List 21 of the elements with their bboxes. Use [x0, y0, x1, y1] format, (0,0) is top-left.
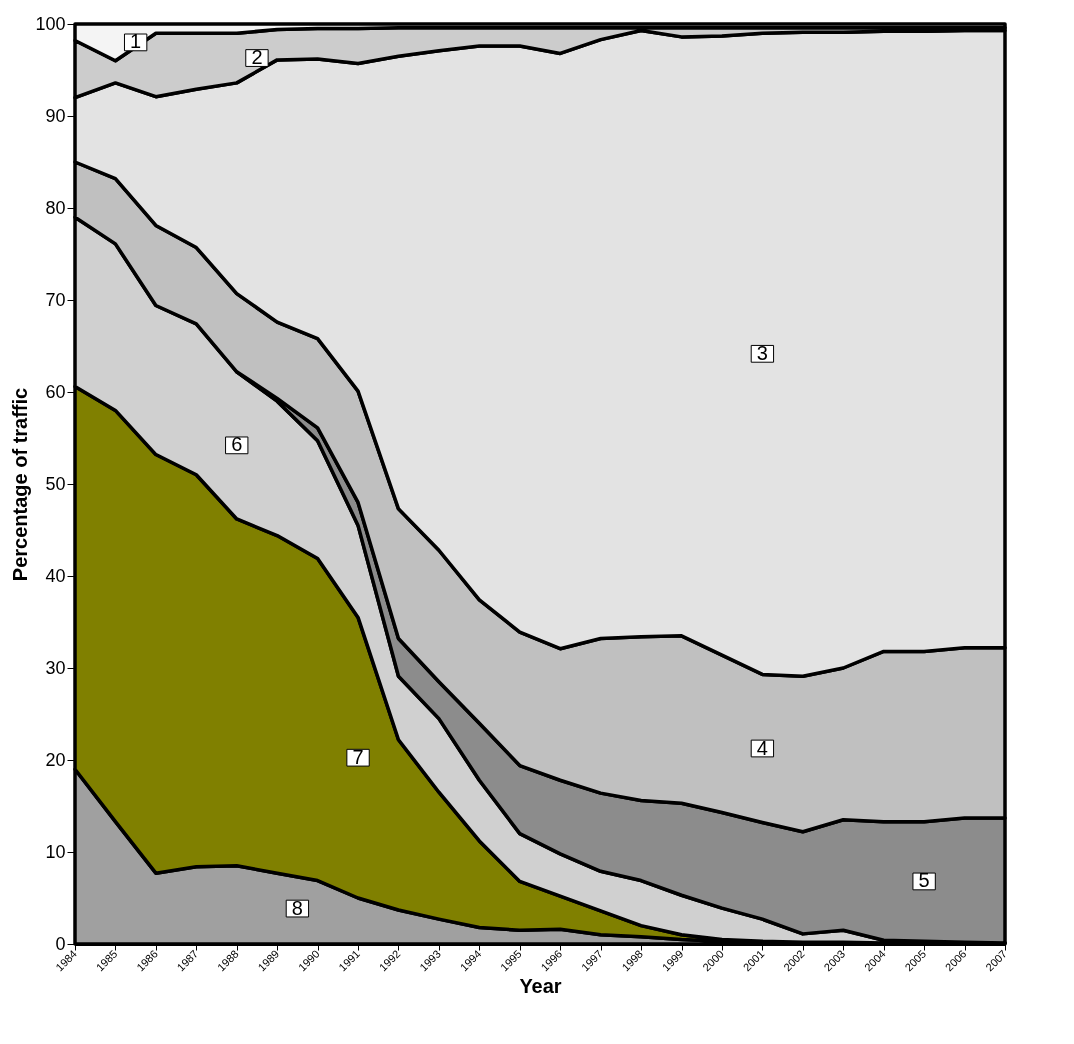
y-axis-title: Percentage of traffic: [9, 387, 32, 582]
series-label: 7: [352, 745, 364, 768]
y-tick-label: 100: [35, 13, 66, 34]
y-tick-label: 60: [45, 381, 66, 402]
y-tick-label: 20: [45, 749, 66, 770]
series-label: 1: [130, 30, 142, 53]
y-tick-label: 70: [45, 289, 66, 310]
y-tick-label: 0: [55, 933, 66, 954]
y-tick-label: 10: [45, 841, 66, 862]
x-axis-title: Year: [519, 975, 562, 998]
series-label: 8: [291, 896, 303, 919]
series-label: 6: [231, 433, 243, 456]
y-tick-label: 50: [45, 473, 66, 494]
y-tick-label: 90: [45, 105, 66, 126]
y-tick-label: 30: [45, 657, 66, 678]
y-tick-label: 40: [45, 565, 66, 586]
series-label: 5: [918, 869, 930, 892]
y-tick-label: 80: [45, 197, 66, 218]
series-label: 2: [251, 46, 263, 69]
series-label: 3: [756, 341, 768, 364]
series-label: 4: [756, 736, 768, 759]
